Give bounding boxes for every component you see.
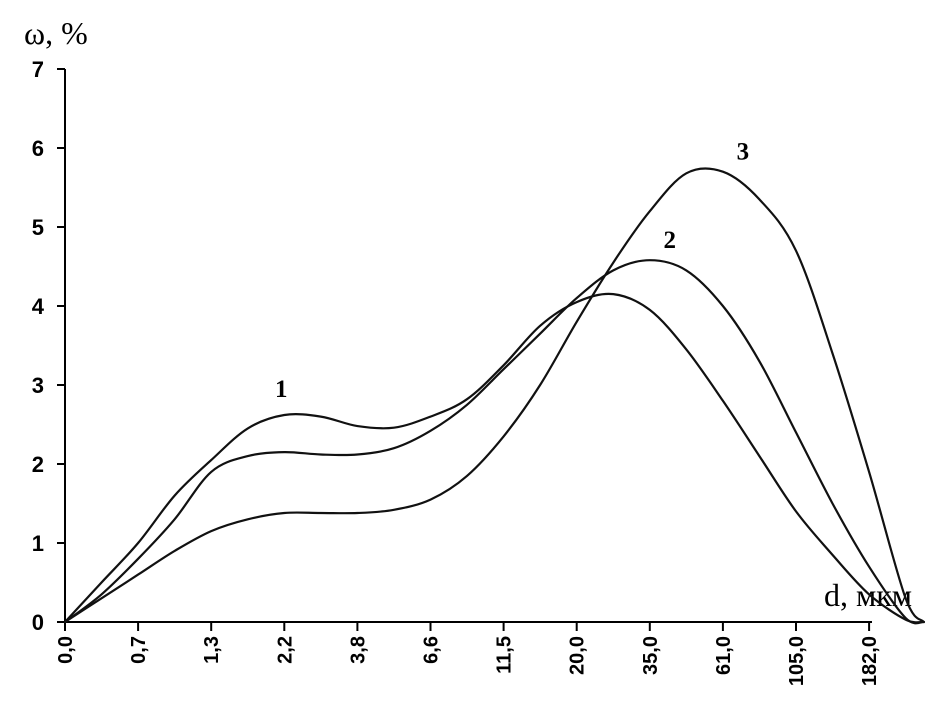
y-axis-title: ω, % [24,15,88,51]
y-ticks: 0 1 2 3 4 5 6 7 [32,57,65,635]
x-tick-label: 182,0 [859,636,881,686]
x-tick-label: 6,6 [421,636,443,664]
y-tick-label: 4 [32,294,45,319]
x-tick-label: 3,8 [347,636,369,664]
series-2-line [63,259,925,625]
series-1-label: 1 [275,376,288,403]
x-tick-label: 0,7 [128,636,150,664]
y-tick-label: 0 [32,610,44,635]
y-tick-label: 3 [32,373,44,398]
series-labels: 1 2 3 [275,139,749,403]
x-tick-label: 1,3 [201,636,223,664]
x-tick-label: 20,0 [567,636,589,675]
y-tick-label: 1 [32,531,44,556]
x-tick-label: 11,5 [494,636,516,674]
x-tick-label: 105,0 [786,636,808,686]
series-3-line [63,167,925,624]
x-tick-label: 35,0 [640,636,662,675]
series-1-line [63,292,925,624]
x-tick-label: 0,0 [55,636,77,664]
y-tick-label: 6 [32,136,44,161]
y-tick-label: 2 [32,452,44,477]
series-curves [63,167,925,625]
y-tick-label: 7 [32,57,44,82]
x-axis-title: d, мкм [824,577,912,613]
series-3-label: 3 [737,139,750,166]
series-2-label: 2 [664,227,677,254]
x-ticks: 0,0 0,7 1,3 2,2 3,8 6,6 11,5 20,0 35,0 61,0 105,0 1… [55,622,881,686]
x-tick-label: 61,0 [713,636,735,675]
y-tick-label: 5 [32,215,44,240]
x-tick-label: 2,2 [274,636,296,664]
